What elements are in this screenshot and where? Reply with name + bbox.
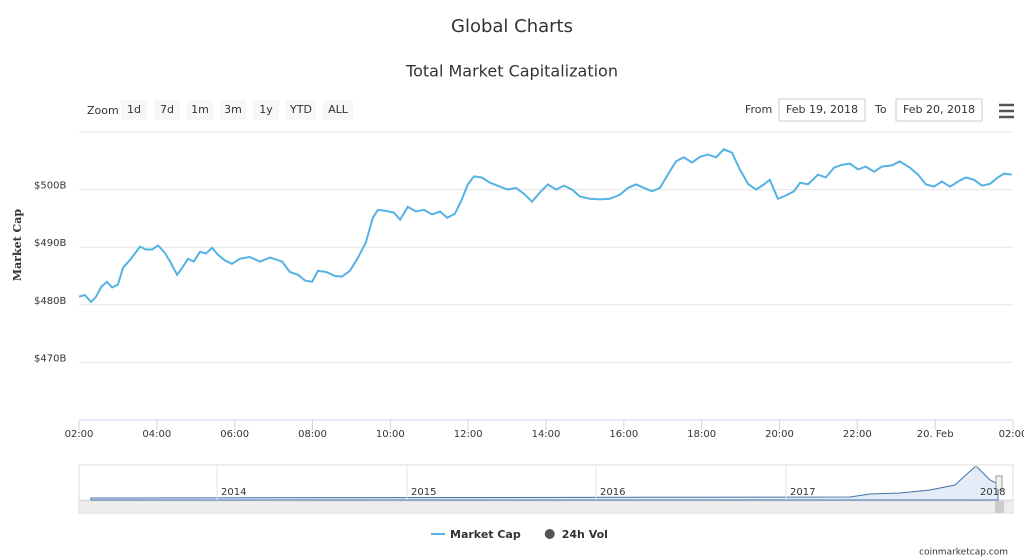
zoom-button[interactable] [154, 100, 180, 120]
to-date[interactable]: Feb 20, 2018 [903, 103, 975, 116]
x-tick-label: 10:00 [376, 429, 405, 440]
navigator-label: 2016 [600, 487, 625, 498]
navigator-series [90, 465, 999, 501]
to-label: To [874, 103, 887, 116]
x-tick-label: 06:00 [220, 429, 249, 440]
x-tick-label: 04:00 [142, 429, 171, 440]
zoom-button-label[interactable]: 1d [127, 103, 141, 116]
from-date[interactable]: Feb 19, 2018 [786, 103, 858, 116]
legend-label[interactable]: Market Cap [450, 528, 521, 541]
navigator-label: 2014 [221, 487, 246, 498]
x-tick-label: 02:00 [999, 429, 1024, 440]
zoom-button[interactable] [121, 100, 147, 120]
zoom-button-label[interactable]: 1m [191, 103, 209, 116]
y-tick-label: $470B [34, 353, 66, 364]
navigator[interactable] [78, 464, 1014, 501]
zoom-button-label[interactable]: 3m [224, 103, 242, 116]
menu-button[interactable] [999, 103, 1014, 119]
x-tick-label: 08:00 [298, 429, 327, 440]
from-input[interactable] [778, 98, 866, 122]
chart-title: Total Market Capitalization [405, 62, 618, 81]
zoom-button[interactable] [323, 100, 353, 120]
legend-label[interactable]: 24h Vol [562, 528, 608, 541]
y-tick-label: $490B [34, 238, 66, 249]
navigator-label: 2018 [980, 487, 1005, 498]
navigator-label: 2015 [411, 487, 436, 498]
zoom-button-label[interactable]: 1y [259, 103, 273, 116]
zoom-button-label[interactable]: 7d [160, 103, 174, 116]
page-title: Global Charts [451, 16, 573, 37]
zoom-button[interactable] [220, 100, 246, 120]
zoom-button[interactable] [286, 100, 316, 120]
navigator-handle[interactable] [995, 475, 1003, 491]
x-tick-label: 02:00 [65, 429, 94, 440]
x-tick-label: 18:00 [687, 429, 716, 440]
series-line [78, 148, 1012, 304]
x-tick-label: 20:00 [765, 429, 794, 440]
scrollbar[interactable] [78, 500, 1014, 514]
y-tick-label: $500B [34, 181, 66, 192]
from-label: From [745, 103, 772, 116]
zoom-button-label[interactable]: YTD [289, 103, 312, 116]
legend-symbol [544, 529, 555, 539]
scrollbar-thumb[interactable] [995, 501, 1004, 513]
credits[interactable]: coinmarketcap.com [919, 548, 1008, 558]
zoom-button-label[interactable]: ALL [328, 103, 349, 116]
zoom-button[interactable] [187, 100, 213, 120]
x-tick-label: 12:00 [454, 429, 483, 440]
x-tick-label: 20. Feb [917, 429, 954, 440]
y-tick-label: $480B [34, 296, 66, 307]
zoom-button[interactable] [253, 100, 279, 120]
x-tick-label: 16:00 [609, 429, 638, 440]
navigator-label: 2017 [790, 487, 815, 498]
x-tick-label: 14:00 [532, 429, 561, 440]
zoom-label: Zoom [87, 104, 119, 117]
y-axis-title: Market Cap [11, 209, 24, 282]
to-input[interactable] [895, 98, 983, 122]
x-tick-label: 22:00 [843, 429, 872, 440]
